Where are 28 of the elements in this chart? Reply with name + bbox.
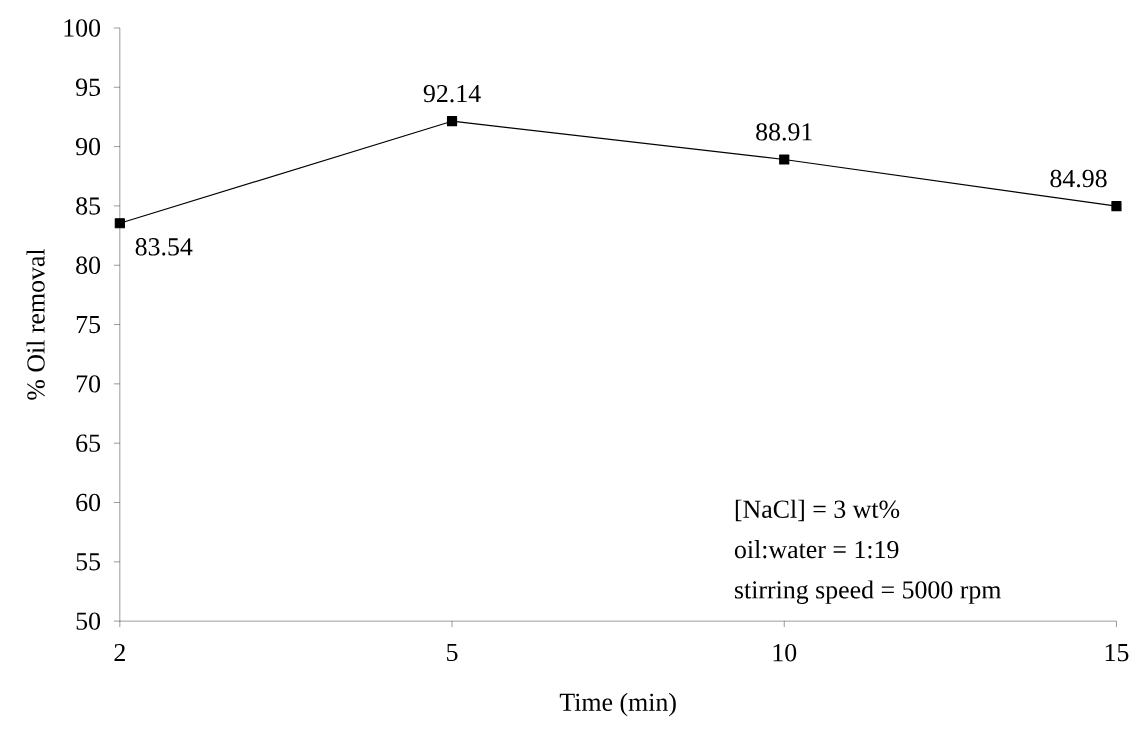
data-label: 92.14: [423, 84, 481, 103]
y-tick-label: 65: [76, 434, 101, 452]
y-tick-label: 70: [76, 375, 101, 393]
x-axis-title: Time (min): [559, 692, 676, 717]
x-tick-label: 15: [1105, 643, 1129, 662]
y-tick-label: 60: [76, 493, 101, 512]
y-tick-label: 75: [76, 315, 101, 334]
data-label: 83.54: [135, 238, 193, 256]
y-tick-label: 90: [75, 137, 101, 156]
point: [114, 218, 125, 229]
y-tick-label: 80: [76, 256, 101, 274]
x-tick-label: 2: [114, 643, 125, 662]
y-tick-label: 50: [76, 612, 101, 630]
y-tick-label: 55: [76, 553, 101, 571]
y-tick-label: 95: [75, 78, 101, 96]
point: [446, 116, 458, 127]
x-tick-label: 10: [773, 643, 797, 662]
annotation: stirring speed = 5000 rpm: [735, 580, 1002, 604]
y-tick-label: 100: [64, 19, 101, 37]
point: [1111, 201, 1122, 212]
y-axis-title: % Oil removal: [26, 248, 45, 400]
annotation: oil:water = 1:19: [734, 540, 899, 559]
data-label: 88.91: [756, 123, 812, 141]
point: [779, 154, 790, 165]
data-label: 84.98: [1050, 169, 1107, 188]
annotation: [NaCl] = 3 wt%: [735, 499, 900, 522]
y-tick-label: 85: [76, 197, 101, 215]
x-tick-label: 5: [447, 643, 458, 662]
